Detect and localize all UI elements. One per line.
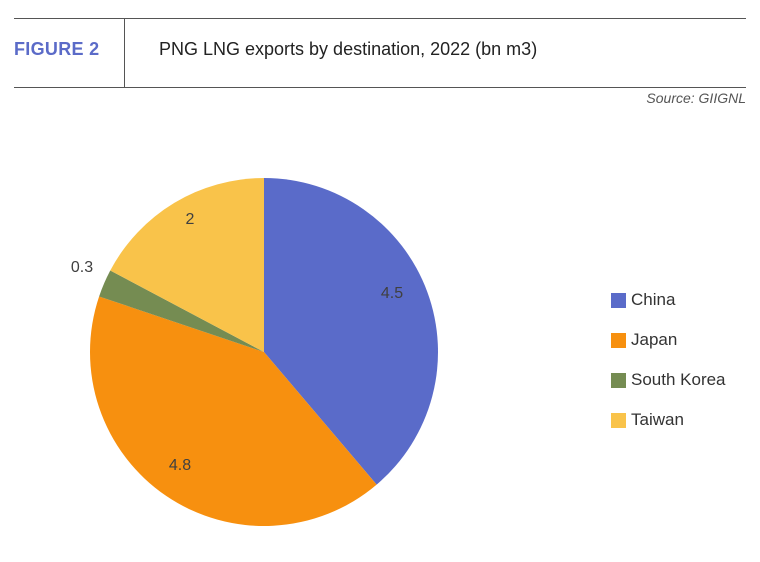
- data-label-japan: 4.8: [169, 457, 191, 474]
- legend-label: China: [631, 290, 676, 309]
- source-note: Source: GIIGNL: [646, 90, 746, 106]
- legend-swatch: [611, 372, 626, 388]
- pie-slice-taiwan: [110, 178, 264, 352]
- figure-header: FIGURE 2 PNG LNG exports by destination,…: [14, 18, 746, 88]
- pie-slice-china: [264, 178, 438, 485]
- legend-label: Taiwan: [631, 410, 684, 429]
- figure-title: PNG LNG exports by destination, 2022 (bn…: [159, 39, 538, 59]
- data-label-taiwan: 2: [186, 211, 195, 228]
- pie-slice-japan: [89, 296, 377, 526]
- legend-swatch: [611, 292, 626, 308]
- legend-item-taiwan: Taiwan: [611, 400, 726, 440]
- data-label-south-korea: 0.3: [71, 259, 93, 276]
- header-divider: [124, 19, 125, 87]
- legend-item-china: China: [611, 280, 726, 320]
- chart-legend: China Japan South Korea Taiwan: [611, 280, 726, 440]
- legend-label: Japan: [631, 330, 678, 349]
- legend-swatch: [611, 412, 626, 428]
- legend-label: South Korea: [631, 370, 726, 389]
- legend-item-japan: Japan: [611, 320, 726, 360]
- figure-label: FIGURE 2: [14, 39, 100, 59]
- data-label-china: 4.5: [381, 285, 403, 302]
- legend-item-south-korea: South Korea: [611, 360, 726, 400]
- pie-slice-south-korea: [99, 270, 265, 352]
- legend-swatch: [611, 332, 626, 348]
